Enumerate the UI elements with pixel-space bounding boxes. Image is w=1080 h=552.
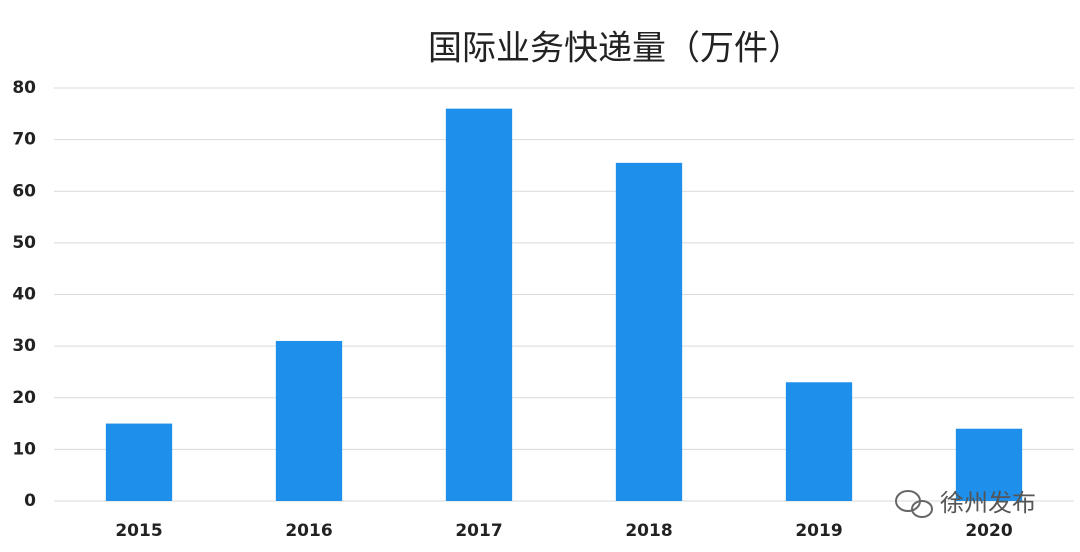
- bar: [105, 423, 173, 501]
- x-tick-label: 2019: [795, 521, 842, 541]
- x-tick-label: 2017: [455, 521, 502, 541]
- x-tick-label: 2015: [115, 521, 162, 541]
- y-tick-label: 60: [12, 181, 36, 201]
- bar: [445, 108, 513, 502]
- y-tick-label: 70: [12, 130, 36, 150]
- bar: [615, 162, 683, 501]
- bar: [785, 382, 853, 501]
- y-tick-label: 50: [12, 233, 36, 253]
- y-tick-label: 30: [12, 336, 36, 356]
- y-tick-label: 0: [24, 491, 36, 511]
- y-tick-label: 20: [12, 388, 36, 408]
- x-tick-label: 2016: [285, 521, 332, 541]
- y-tick-label: 10: [12, 439, 36, 459]
- y-tick-label: 40: [12, 285, 36, 305]
- chart-title: 国际业务快递量（万件）: [428, 29, 802, 69]
- x-tick-label: 2018: [625, 521, 672, 541]
- watermark: 徐州发布: [940, 489, 1036, 517]
- bar: [955, 428, 1023, 501]
- x-tick-label: 2020: [965, 521, 1012, 541]
- y-tick-label: 80: [12, 78, 36, 98]
- bar: [275, 340, 343, 501]
- watermark-icon: [895, 490, 933, 518]
